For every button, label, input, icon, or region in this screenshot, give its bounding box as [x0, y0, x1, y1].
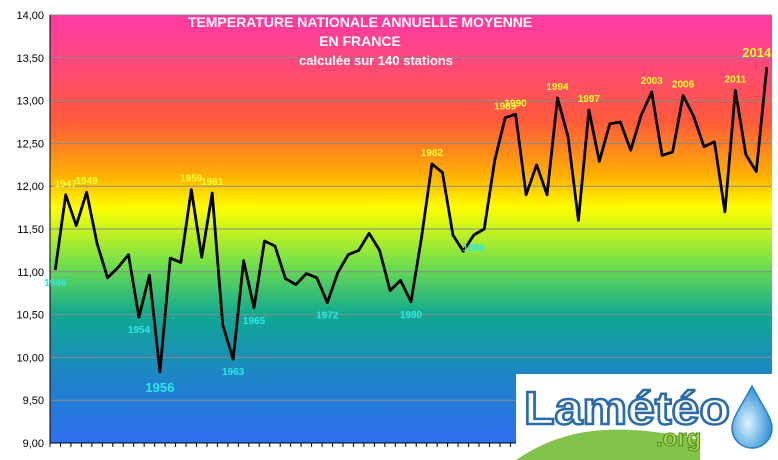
y-tick-label: 13,00 [16, 96, 44, 108]
year-annotation-label: 1959 [180, 174, 203, 185]
year-annotation-label: 1949 [75, 176, 98, 187]
year-annotation-label: 2003 [641, 76, 664, 87]
y-tick-label: 9,00 [23, 438, 44, 450]
water-drop-icon [731, 384, 773, 449]
year-annotation-label: 1956 [145, 380, 174, 395]
title-line-3: calculée sur 140 stations [299, 53, 453, 68]
year-annotation-label: 2011 [725, 74, 747, 85]
y-tick-label: 10,00 [16, 352, 44, 364]
year-annotation-label: 1989 [494, 102, 517, 113]
y-tick-label: 14,00 [16, 10, 44, 22]
year-annotation-label: 1982 [421, 148, 444, 159]
logo-sub-text: .org [656, 425, 701, 452]
chart-title: TEMPERATURE NATIONALE ANNUELLE MOYENNE E… [188, 14, 532, 68]
y-tick-label: 13,50 [16, 53, 44, 65]
year-annotation-label: 2006 [672, 79, 695, 90]
y-axis-ticks: 9,00 9,50 10,00 10,50 11,00 11,50 12,00 12,50 13… [16, 10, 44, 450]
logo-swoosh [516, 429, 700, 460]
y-tick-label: 12,50 [16, 138, 44, 150]
year-annotation-label: 1961 [201, 177, 224, 188]
year-annotation-label: 1986 [463, 243, 486, 254]
year-annotation-label: 2014 [742, 45, 772, 60]
year-annotation-label: 1997 [578, 94, 601, 105]
year-annotation-label: 1965 [243, 316, 266, 327]
temperature-series-line [53, 67, 769, 374]
year-annotation-label: 1947 [55, 179, 78, 190]
gridlines [50, 14, 772, 401]
lameteo-logo: Lamétéo .org [516, 374, 776, 460]
year-annotation-label: 1954 [128, 325, 151, 336]
y-tick-label: 11,50 [17, 224, 44, 236]
logo-main-text: Lamétéo [524, 382, 730, 434]
year-annotation-label: 1980 [400, 310, 423, 321]
title-line-1: TEMPERATURE NATIONALE ANNUELLE MOYENNE [188, 14, 532, 30]
year-annotation-label: 1963 [222, 367, 245, 378]
y-tick-label: 9,50 [23, 395, 44, 407]
y-tick-label: 11,00 [17, 267, 44, 279]
year-annotation-label: 1990 [505, 98, 528, 109]
year-annotation-label: 1946 [44, 278, 67, 289]
y-tick-label: 12,00 [16, 181, 44, 193]
title-line-2: EN FRANCE [319, 33, 401, 49]
year-annotation-label: 1972 [316, 311, 339, 322]
year-annotation-label: 1994 [546, 82, 569, 93]
y-tick-label: 10,50 [16, 310, 44, 322]
